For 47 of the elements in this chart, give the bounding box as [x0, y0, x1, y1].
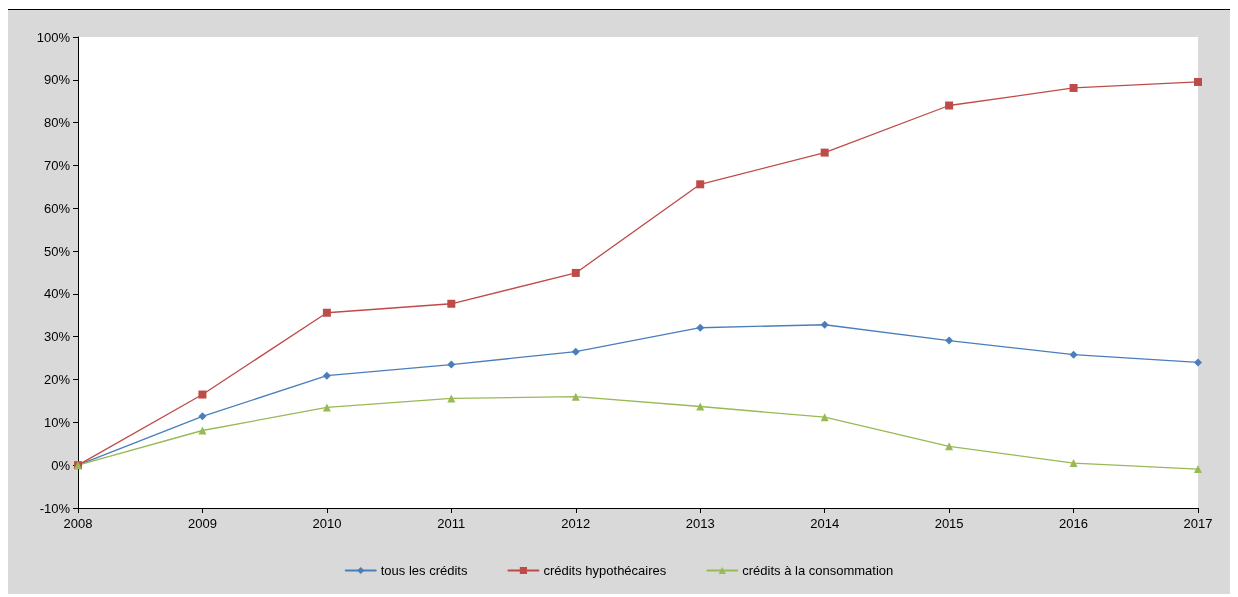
- point: [1069, 83, 1078, 92]
- point: [198, 390, 207, 399]
- point: [696, 402, 705, 411]
- point: [1194, 358, 1202, 367]
- point: [696, 180, 705, 189]
- point: [322, 308, 331, 317]
- y-tick-label: -10%: [39, 500, 71, 516]
- point: [696, 323, 705, 332]
- x-tick-label: 2017: [1183, 516, 1213, 531]
- point: [1069, 459, 1078, 468]
- point: [945, 336, 954, 345]
- x-tick-label: 2008: [63, 516, 93, 531]
- y-tick-label: 100%: [36, 29, 71, 45]
- y-tick-label: 70%: [43, 157, 71, 173]
- x-tick-label: 2015: [934, 516, 964, 531]
- point: [1069, 350, 1078, 359]
- x-tick-label: 2012: [561, 516, 591, 531]
- point: [571, 392, 580, 401]
- x-tick-label: 2010: [312, 516, 342, 531]
- point: [1194, 465, 1202, 474]
- point: [571, 347, 580, 356]
- point: [571, 268, 580, 277]
- legend-label: crédits hypothécaires: [543, 563, 667, 578]
- x-tick-label: 2013: [685, 516, 715, 531]
- y-tick-label: 0%: [51, 457, 71, 473]
- y-tick-label: 30%: [43, 329, 71, 345]
- y-tick-label: 10%: [43, 414, 71, 430]
- y-tick-label: 50%: [43, 243, 71, 259]
- x-tick-label: 2014: [810, 516, 840, 531]
- point: [447, 299, 456, 308]
- point: [820, 148, 829, 157]
- point: [447, 360, 456, 369]
- y-tick-label: 20%: [43, 372, 71, 388]
- point: [820, 320, 829, 329]
- point: [198, 412, 207, 421]
- x-tick-label: 2016: [1059, 516, 1089, 531]
- x-tick-label: 2009: [187, 516, 217, 531]
- legend-label: crédits à la consommation: [742, 563, 894, 578]
- point: [322, 371, 331, 380]
- y-tick-label: 80%: [43, 115, 71, 131]
- y-tick-label: 40%: [43, 286, 71, 302]
- point: [945, 101, 954, 110]
- x-tick-label: 2011: [437, 516, 466, 531]
- y-tick-label: 60%: [43, 200, 71, 216]
- point: [1194, 77, 1202, 86]
- y-tick-label: 90%: [43, 72, 71, 88]
- legend-label: tous les crédits: [380, 563, 468, 578]
